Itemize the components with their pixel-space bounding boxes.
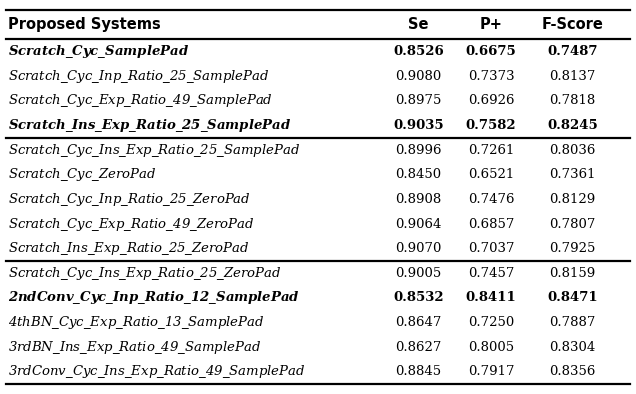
Text: 0.8137: 0.8137 bbox=[550, 70, 595, 83]
Text: 0.8304: 0.8304 bbox=[550, 341, 595, 354]
Text: 0.8526: 0.8526 bbox=[393, 45, 444, 58]
Text: 0.7250: 0.7250 bbox=[468, 316, 514, 329]
Text: 0.6857: 0.6857 bbox=[468, 217, 514, 230]
Text: 0.8005: 0.8005 bbox=[468, 341, 514, 354]
Text: 0.8647: 0.8647 bbox=[396, 316, 441, 329]
Text: 0.9035: 0.9035 bbox=[393, 119, 444, 132]
Text: 0.7487: 0.7487 bbox=[547, 45, 598, 58]
Text: 0.7582: 0.7582 bbox=[466, 119, 516, 132]
Text: 0.7807: 0.7807 bbox=[550, 217, 595, 230]
Text: 0.7261: 0.7261 bbox=[468, 144, 514, 157]
Text: 0.7887: 0.7887 bbox=[550, 316, 595, 329]
Text: 0.8532: 0.8532 bbox=[393, 292, 444, 305]
Text: P+: P+ bbox=[480, 17, 502, 32]
Text: 4thBN$\_$Cyc$\_$Exp$\_$Ratio$\_$13$\_$SamplePad: 4thBN$\_$Cyc$\_$Exp$\_$Ratio$\_$13$\_$Sa… bbox=[8, 314, 264, 331]
Text: 0.8129: 0.8129 bbox=[550, 193, 595, 206]
Text: 3rdConv$\_$Cyc$\_$Ins$\_$Exp$\_$Ratio$\_$49$\_$SamplePad: 3rdConv$\_$Cyc$\_$Ins$\_$Exp$\_$Ratio$\_… bbox=[8, 363, 305, 380]
Text: 0.8627: 0.8627 bbox=[396, 341, 441, 354]
Text: 0.6926: 0.6926 bbox=[467, 95, 515, 108]
Text: Se: Se bbox=[408, 17, 429, 32]
Text: Proposed Systems: Proposed Systems bbox=[8, 17, 160, 32]
Text: 0.7457: 0.7457 bbox=[468, 267, 514, 280]
Text: Scratch$\_$Cyc$\_$Inp$\_$Ratio$\_$25$\_$ZeroPad: Scratch$\_$Cyc$\_$Inp$\_$Ratio$\_$25$\_$… bbox=[8, 191, 251, 208]
Text: Scratch$\_$Cyc$\_$ZeroPad: Scratch$\_$Cyc$\_$ZeroPad bbox=[8, 166, 156, 183]
Text: 0.8450: 0.8450 bbox=[396, 168, 441, 181]
Text: 0.7361: 0.7361 bbox=[549, 168, 596, 181]
Text: 0.7925: 0.7925 bbox=[550, 242, 595, 255]
Text: 3rdBN$\_$Ins$\_$Exp$\_$Ratio$\_$49$\_$SamplePad: 3rdBN$\_$Ins$\_$Exp$\_$Ratio$\_$49$\_$Sa… bbox=[8, 339, 261, 356]
Text: 0.7373: 0.7373 bbox=[467, 70, 515, 83]
Text: 0.8908: 0.8908 bbox=[396, 193, 441, 206]
Text: Scratch$\_$Cyc$\_$SamplePad: Scratch$\_$Cyc$\_$SamplePad bbox=[8, 43, 189, 60]
Text: F-Score: F-Score bbox=[541, 17, 604, 32]
Text: 0.9070: 0.9070 bbox=[396, 242, 441, 255]
Text: Scratch$\_$Cyc$\_$Exp$\_$Ratio$\_$49$\_$SamplePad: Scratch$\_$Cyc$\_$Exp$\_$Ratio$\_$49$\_$… bbox=[8, 93, 273, 110]
Text: Scratch$\_$Cyc$\_$Exp$\_$Ratio$\_$49$\_$ZeroPad: Scratch$\_$Cyc$\_$Exp$\_$Ratio$\_$49$\_$… bbox=[8, 216, 254, 232]
Text: 0.6521: 0.6521 bbox=[468, 168, 514, 181]
Text: Scratch$\_$Cyc$\_$Ins$\_$Exp$\_$Ratio$\_$25$\_$SamplePad: Scratch$\_$Cyc$\_$Ins$\_$Exp$\_$Ratio$\_… bbox=[8, 142, 300, 159]
Text: 0.8036: 0.8036 bbox=[550, 144, 595, 157]
Text: 0.8356: 0.8356 bbox=[550, 365, 595, 378]
Text: 0.9064: 0.9064 bbox=[396, 217, 441, 230]
Text: 0.8471: 0.8471 bbox=[547, 292, 598, 305]
Text: 0.7917: 0.7917 bbox=[467, 365, 515, 378]
Text: 0.8996: 0.8996 bbox=[395, 144, 442, 157]
Text: 2ndConv$\_$Cyc$\_$Inp$\_$Ratio$\_$12$\_$SamplePad: 2ndConv$\_$Cyc$\_$Inp$\_$Ratio$\_$12$\_$… bbox=[8, 290, 300, 307]
Text: Scratch$\_$Cyc$\_$Inp$\_$Ratio$\_$25$\_$SamplePad: Scratch$\_$Cyc$\_$Inp$\_$Ratio$\_$25$\_$… bbox=[8, 68, 269, 85]
Text: Scratch$\_$Cyc$\_$Ins$\_$Exp$\_$Ratio$\_$25$\_$ZeroPad: Scratch$\_$Cyc$\_$Ins$\_$Exp$\_$Ratio$\_… bbox=[8, 265, 281, 282]
Text: 0.8845: 0.8845 bbox=[396, 365, 441, 378]
Text: 0.9080: 0.9080 bbox=[396, 70, 441, 83]
Text: 0.7476: 0.7476 bbox=[467, 193, 515, 206]
Text: 0.8411: 0.8411 bbox=[466, 292, 516, 305]
Text: 0.7818: 0.7818 bbox=[550, 95, 595, 108]
Text: 0.6675: 0.6675 bbox=[466, 45, 516, 58]
Text: 0.8159: 0.8159 bbox=[550, 267, 595, 280]
Text: 0.9005: 0.9005 bbox=[396, 267, 441, 280]
Text: Scratch$\_$Ins$\_$Exp$\_$Ratio$\_$25$\_$SamplePad: Scratch$\_$Ins$\_$Exp$\_$Ratio$\_$25$\_$… bbox=[8, 117, 291, 134]
Text: 0.8245: 0.8245 bbox=[547, 119, 598, 132]
Text: Scratch$\_$Ins$\_$Exp$\_$Ratio$\_$25$\_$ZeroPad: Scratch$\_$Ins$\_$Exp$\_$Ratio$\_$25$\_$… bbox=[8, 240, 249, 257]
Text: 0.8975: 0.8975 bbox=[396, 95, 441, 108]
Text: 0.7037: 0.7037 bbox=[467, 242, 515, 255]
